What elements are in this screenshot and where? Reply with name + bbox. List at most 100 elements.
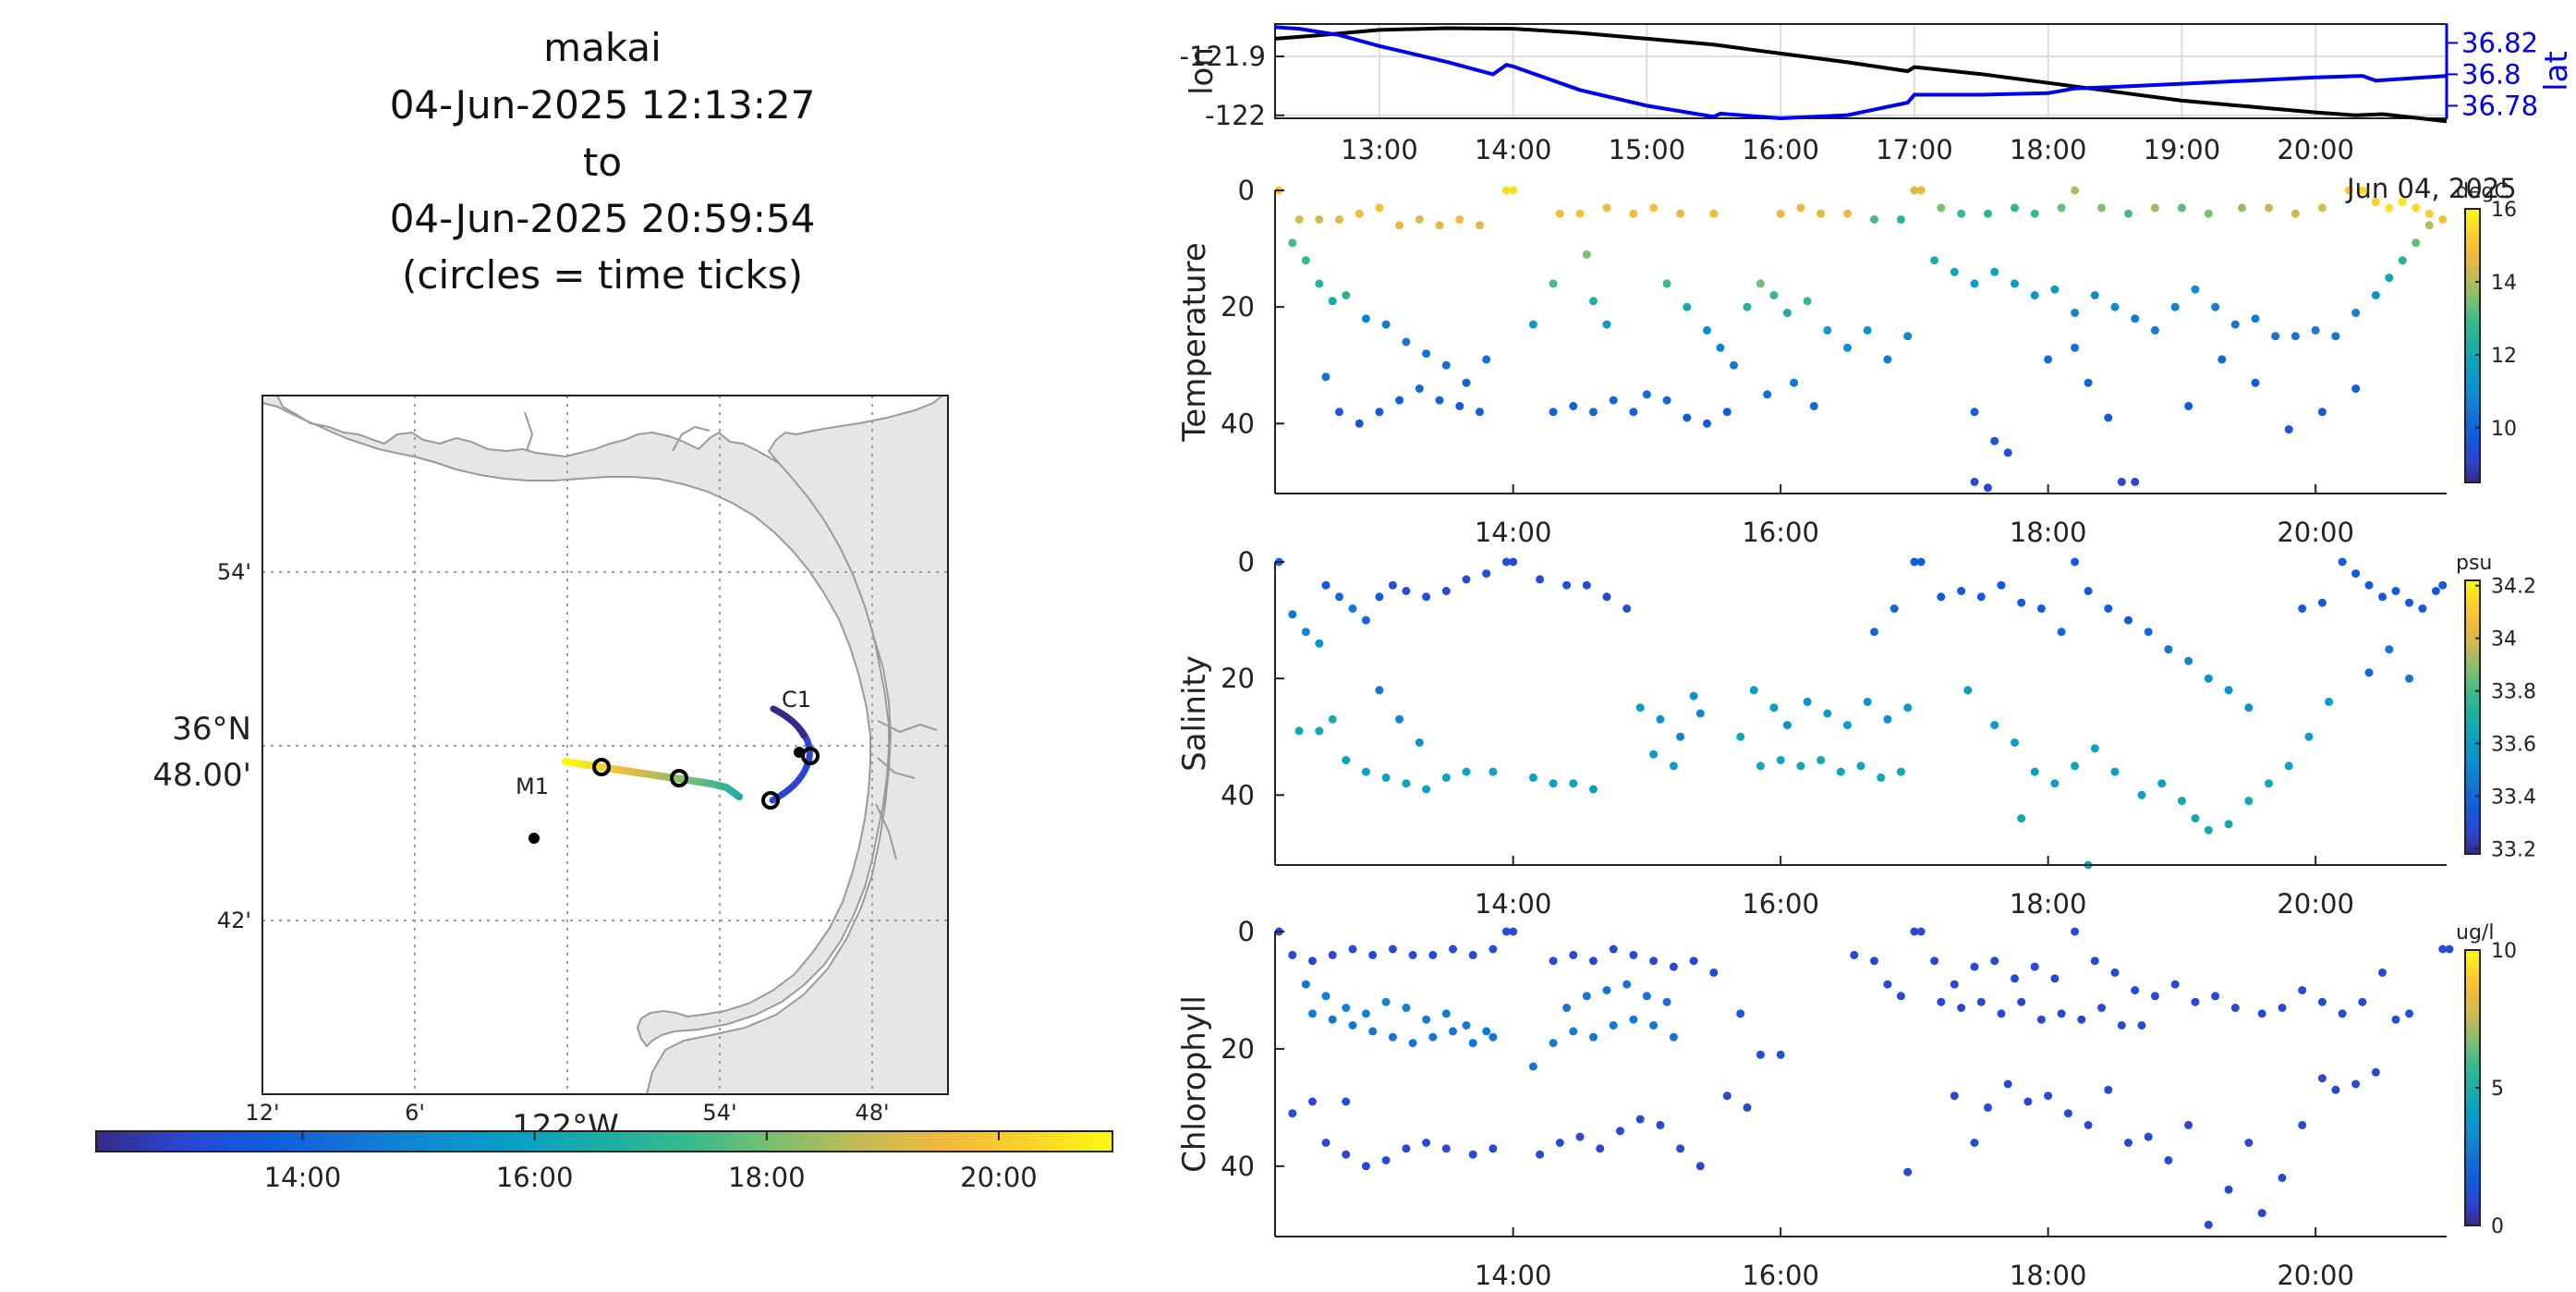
temperature-data-point [1769, 291, 1779, 299]
temperature-data-point [1435, 221, 1444, 230]
salinity-data-point [1582, 580, 1591, 590]
salinity-ytick-label: 0 [1238, 546, 1255, 578]
salinity-data-point [1395, 714, 1404, 724]
salinity-colorbar [2464, 579, 2481, 855]
chlorophyll-data-point [1756, 1050, 1765, 1059]
time-colorbar-tick-label: 14:00 [264, 1162, 342, 1193]
station-m1-label: M1 [516, 774, 549, 799]
salinity-data-point [1301, 628, 1310, 637]
chlorophyll-data-point [2211, 992, 2220, 1001]
chlorophyll-data-point [1388, 1032, 1397, 1042]
salinity-data-point [1889, 604, 1899, 613]
salinity-data-point [1823, 709, 1832, 718]
chlorophyll-data-point [1368, 1027, 1378, 1036]
chlorophyll-data-point [1850, 950, 1859, 959]
salinity-data-point [1441, 773, 1451, 782]
temperature-data-point [1809, 401, 1818, 410]
temperature-data-point [1796, 203, 1805, 213]
salinity-data-point [1776, 756, 1785, 764]
temperature-data-point [2317, 203, 2327, 213]
chlorophyll-data-point [2164, 1156, 2173, 1164]
temperature-data-point [1743, 302, 1752, 311]
salinity-data-point [1375, 686, 1384, 695]
chlorophyll-data-point [1449, 945, 1457, 954]
chlorophyll-data-point [1736, 1009, 1745, 1018]
chlorophyll-data-point [1368, 950, 1378, 959]
track-west-segment [562, 758, 743, 800]
station-m1-marker [529, 833, 540, 844]
lon-ytick-label: -121.9 [1180, 41, 1267, 72]
chlorophyll-data-point [1408, 950, 1417, 959]
salinity-axis-label: Salinity [1176, 655, 1213, 772]
temperature-data-point [1970, 477, 1979, 486]
temperature-data-point [1930, 256, 1939, 265]
salinity-data-point [2124, 616, 2132, 625]
temperature-data-point [1589, 408, 1598, 417]
map-lon-tick-12: 12' [245, 1100, 279, 1126]
temperature-data-point [1288, 238, 1297, 248]
temperature-data-point [2358, 186, 2367, 195]
chlorophyll-data-point [2017, 997, 2026, 1006]
lat-ytick-label: 36.78 [2461, 90, 2538, 121]
salinity-data-point [2405, 674, 2413, 683]
temperature-data-point [1462, 378, 1471, 387]
chlorophyll-colorbar-tick-label: 5 [2491, 1078, 2504, 1101]
chlorophyll-xtick-label: 14:00 [1475, 1260, 1552, 1288]
temperature-data-point [1756, 279, 1765, 288]
temperature-data-point [1896, 215, 1905, 224]
temperature-data-point [2371, 291, 2380, 299]
salinity-data-point [1509, 557, 1518, 567]
salinity-data-point [1536, 575, 1545, 584]
temperature-data-point [2003, 448, 2012, 457]
salinity-data-point [1870, 628, 1878, 637]
lon-ytick-label: -122 [1205, 100, 1266, 131]
temperature-data-point [2131, 477, 2140, 486]
chlorophyll-data-point [1709, 968, 1719, 977]
salinity-data-point [1348, 604, 1357, 613]
temperature-data-point [1970, 408, 1979, 417]
temperature-data-point [1863, 325, 1872, 335]
temperature-data-point [1589, 297, 1598, 306]
chlorophyll-data-point [1950, 980, 1959, 989]
chlorophyll-data-point [1930, 957, 1939, 966]
salinity-data-point [1990, 721, 1999, 730]
temperature-data-point [1582, 250, 1591, 259]
temperature-data-point [1422, 349, 1431, 359]
chlorophyll-data-point [2230, 1004, 2240, 1012]
chlorophyll-data-point [1388, 945, 1397, 954]
salinity-colorbar-tick-label: 34 [2491, 628, 2517, 652]
temperature-data-point [1990, 436, 1999, 445]
salinity-data-point [1294, 726, 1304, 736]
salinity-data-point [1415, 738, 1424, 747]
chlorophyll-data-point [1288, 1109, 1297, 1118]
chlorophyll-data-point [1910, 927, 1919, 936]
chlorophyll-data-point [2298, 1120, 2307, 1129]
chlorophyll-data-point [2090, 957, 2099, 966]
temperature-data-point [1441, 360, 1451, 370]
chlorophyll-data-point [1462, 1021, 1471, 1030]
salinity-data-point [2090, 744, 2099, 753]
temperature-data-point [1910, 186, 1919, 195]
temperature-data-point [2385, 203, 2394, 213]
chlorophyll-data-point [1896, 992, 1905, 1001]
chlorophyll-data-point [1582, 992, 1591, 1001]
chlorophyll-data-point [2298, 986, 2307, 994]
chlorophyll-data-point [2117, 1021, 2126, 1030]
chlorophyll-data-point [1622, 980, 1632, 989]
map-lat-tick-36n: 36°N [172, 711, 251, 748]
temperature-data-point [1649, 203, 1659, 213]
chlorophyll-data-point [1549, 1039, 1558, 1048]
chlorophyll-data-point [1549, 957, 1558, 966]
chlorophyll-data-point [1528, 1062, 1537, 1071]
chlorophyll-data-point [1676, 1144, 1685, 1153]
salinity-data-point [2104, 604, 2113, 613]
salinity-data-point [2191, 814, 2200, 823]
temperature-data-point [2265, 203, 2273, 213]
temperature-data-point [1683, 302, 1692, 311]
temperature-data-point [1482, 355, 1491, 364]
chlorophyll-data-point [1722, 1091, 1732, 1101]
salinity-data-point [1315, 639, 1324, 648]
chlorophyll-data-point [1482, 1027, 1491, 1036]
salinity-data-point [2391, 587, 2400, 595]
salinity-colorbar-tick-label: 33.4 [2491, 786, 2536, 809]
